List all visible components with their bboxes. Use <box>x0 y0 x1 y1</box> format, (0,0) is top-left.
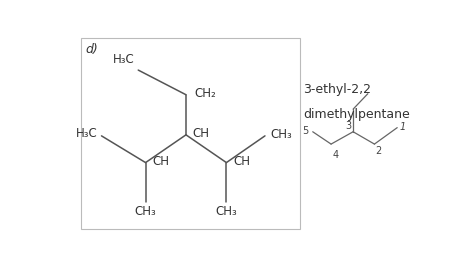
Text: CH: CH <box>233 155 250 168</box>
Text: 5: 5 <box>302 126 308 136</box>
Text: CH₃: CH₃ <box>135 205 156 218</box>
Text: CH₂: CH₂ <box>194 87 216 100</box>
Text: CH: CH <box>152 155 169 168</box>
Text: 1: 1 <box>400 121 406 132</box>
Text: 3-ethyl-2,2: 3-ethyl-2,2 <box>303 83 372 96</box>
Text: CH₃: CH₃ <box>271 128 292 141</box>
Text: H₃C: H₃C <box>76 127 98 140</box>
Text: CH₃: CH₃ <box>216 205 237 218</box>
Text: H₃C: H₃C <box>113 53 135 66</box>
Text: 3: 3 <box>345 121 351 131</box>
Text: 4: 4 <box>333 150 339 160</box>
Text: 2: 2 <box>375 146 382 156</box>
Text: CH: CH <box>192 127 210 140</box>
Text: d): d) <box>85 43 98 56</box>
Text: dimethylpentane: dimethylpentane <box>303 108 410 121</box>
Bar <box>82 38 300 229</box>
